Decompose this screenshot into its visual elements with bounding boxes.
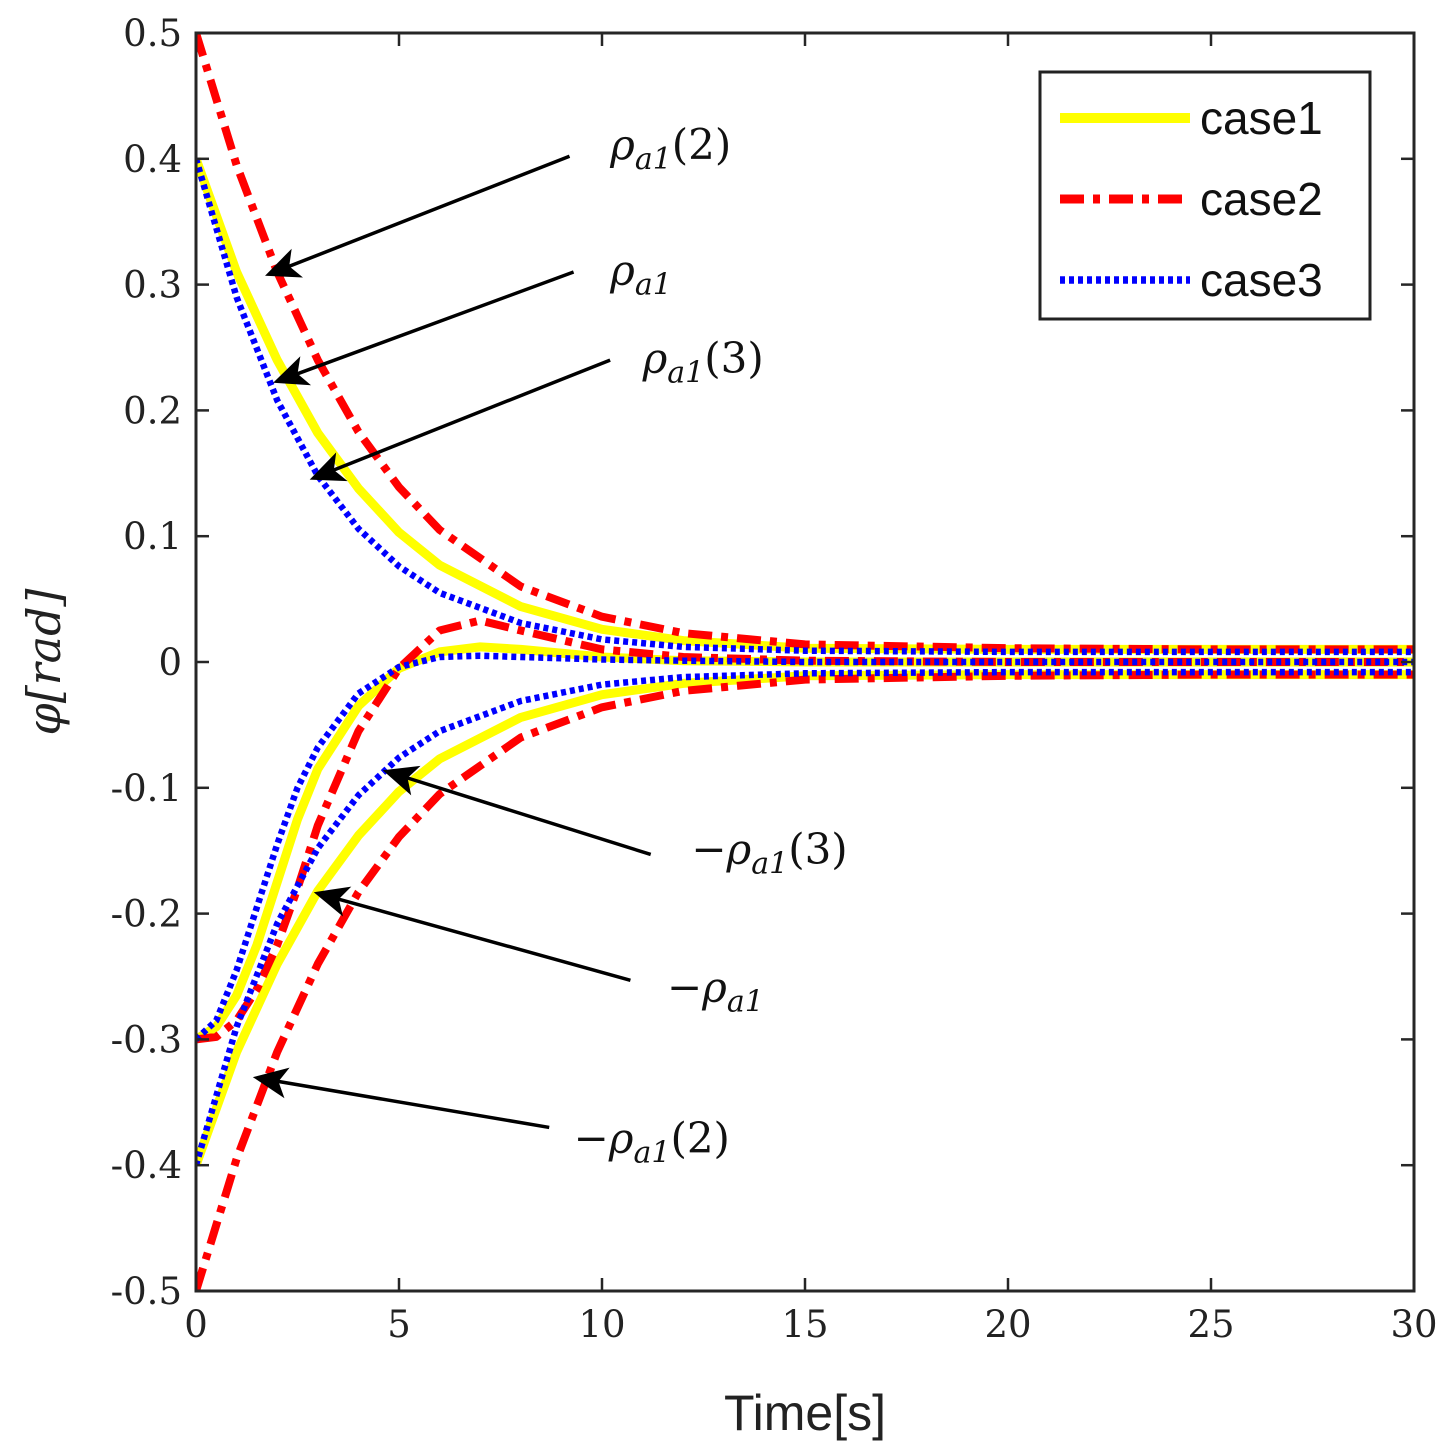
annotation-ρa1: ρa1 (273, 246, 672, 386)
annotation-label: ρa1(2) (609, 120, 731, 177)
annotation-arrow-shaft (295, 270, 575, 377)
legend-label-case3: case3 (1200, 254, 1323, 306)
annotation-suffix: (3) (788, 824, 848, 873)
annotation-subscript: a1 (751, 846, 788, 881)
case1-curve-2 (196, 670, 1414, 1167)
annotation-arrow-shaft (336, 896, 631, 982)
case3-curve-3 (196, 652, 1414, 1042)
x-axis-title: Time[s] (724, 1385, 886, 1441)
annotation-symbol: ρ (609, 246, 635, 295)
x-tick-label: 30 (1390, 1303, 1437, 1346)
annotation-subscript: a1 (635, 268, 672, 303)
annotation-arrow-shaft (405, 775, 652, 857)
annotation-symbol: −ρ (667, 963, 727, 1012)
annotation-arrow-head (382, 765, 421, 796)
annotation-subscript: a1 (633, 1136, 670, 1171)
y-tick-label: 0.1 (123, 515, 182, 558)
annotation-suffix: (2) (670, 1114, 730, 1163)
annotation-arrow-head (309, 452, 348, 482)
annotation-−ρa1: −ρa1 (313, 886, 764, 1020)
annotation-−ρa1(3): −ρa1(3) (382, 765, 848, 881)
case2-curve-2 (196, 670, 1414, 1291)
annotation-suffix: (2) (672, 120, 732, 169)
annotation-arrow-shaft (276, 1079, 550, 1130)
annotation-label: −ρa1(3) (691, 824, 847, 881)
legend-label-case2: case2 (1200, 173, 1323, 225)
y-tick-label: -0.1 (111, 767, 182, 810)
annotation-label: ρa1 (609, 246, 672, 303)
series-layer (196, 33, 1414, 1291)
y-tick-label: 0.4 (123, 138, 182, 181)
x-tick-label: 0 (184, 1303, 208, 1346)
annotation-arrow-head (265, 248, 303, 278)
y-tick-label: 0.3 (123, 264, 182, 307)
annotation-ρa1(3): ρa1(3) (309, 334, 764, 482)
case3-curve-2 (196, 668, 1414, 1167)
annotation-arrow-shaft (331, 358, 611, 473)
annotation-subscript: a1 (727, 985, 764, 1020)
y-axis-title: φ[rad] (17, 588, 71, 735)
annotation-label: −ρa1(2) (574, 1114, 730, 1171)
annotation-arrow-shaft (286, 154, 571, 269)
legend-label-case1: case1 (1200, 92, 1323, 144)
y-tick-label: -0.4 (111, 1144, 182, 1187)
y-tick-label: -0.2 (111, 893, 182, 936)
legend: case1 case2 case3 (1038, 70, 1372, 321)
annotation-−ρa1(2): −ρa1(2) (252, 1067, 730, 1171)
x-tick-label: 25 (1187, 1303, 1234, 1346)
y-tick-label: 0.2 (123, 389, 182, 432)
annotation-label: −ρa1 (667, 963, 764, 1020)
y-tick-label: -0.3 (111, 1018, 182, 1061)
annotation-symbol: −ρ (574, 1114, 634, 1163)
y-tick-label: 0 (158, 641, 182, 684)
annotation-subscript: a1 (635, 142, 672, 177)
x-tick-label: 10 (578, 1303, 625, 1346)
annotation-symbol: ρ (642, 334, 668, 383)
annotation-subscript: a1 (667, 356, 704, 391)
annotation-ρa1(2): ρa1(2) (265, 120, 731, 278)
x-tick-label: 5 (387, 1303, 411, 1346)
annotation-arrow-head (273, 356, 312, 386)
annotation-symbol: −ρ (691, 824, 751, 873)
series-case3 (196, 157, 1414, 1167)
annotation-arrow-head (252, 1067, 290, 1099)
annotation-arrow-head (313, 886, 352, 917)
case3-curve-1 (196, 157, 1414, 656)
x-tick-label: 20 (984, 1303, 1031, 1346)
y-tick-label: -0.5 (111, 1270, 182, 1313)
annotation-symbol: ρ (609, 120, 635, 169)
x-tick-label: 15 (781, 1303, 828, 1346)
ticks-layer: 0 5 10 15 20 25 30 0.5 0.4 0.3 0.2 0.1 0 -0.1 -0.2 -0.3… (111, 12, 1438, 1346)
annotation-label: ρa1(3) (642, 334, 764, 391)
annotation-suffix: (3) (704, 334, 764, 383)
y-tick-label: 0.5 (123, 12, 182, 55)
case2-curve-1 (196, 33, 1414, 654)
